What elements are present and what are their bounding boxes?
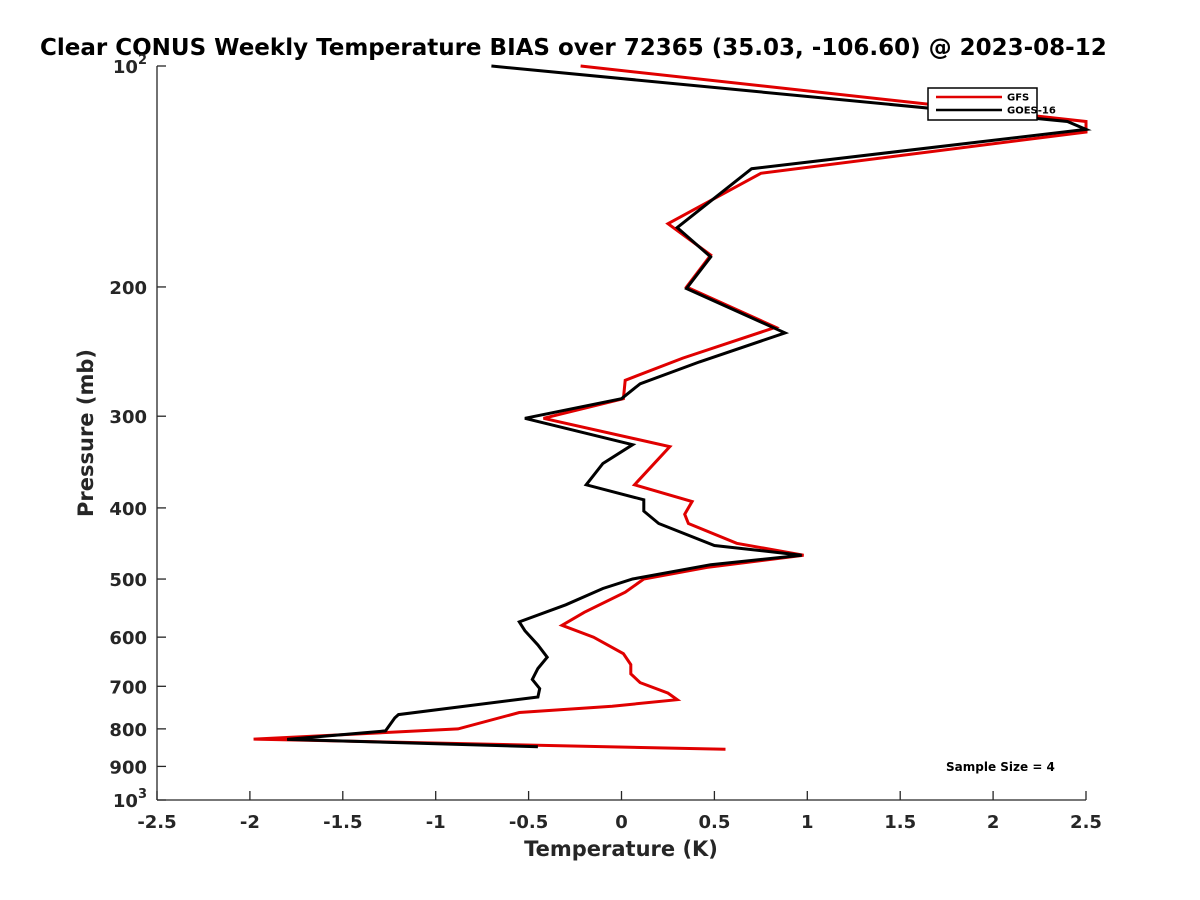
chart-title: Clear CONUS Weekly Temperature BIAS over… [40, 35, 1107, 61]
sample-size-annotation: Sample Size = 4 [946, 760, 1055, 774]
legend-box [927, 87, 1038, 121]
axes-layer: -2.5 -2 -1.5 -1 -0.5 0 0.5 1 1.5 2 2.5 102 200 300 400… [109, 53, 1102, 833]
series-line-gfs [253, 64, 1088, 751]
y-axis-label: Pressure (mb) [74, 349, 98, 517]
y-tick-label: 500 [109, 570, 147, 591]
x-tick-label: 1.5 [884, 812, 916, 833]
legend-entry: GFS [1007, 93, 1029, 104]
y-tick-label: 102 [113, 53, 147, 78]
x-tick-label: 2.5 [1070, 812, 1102, 833]
x-tick-label: 1 [801, 812, 814, 833]
x-tick-label: 0 [615, 812, 628, 833]
x-tick-label: -0.5 [509, 812, 548, 833]
legend: GFS GOES-16 [927, 87, 1056, 121]
y-tick-label: 103 [113, 787, 147, 812]
y-tick-label: 400 [109, 499, 147, 520]
x-tick-label: 0.5 [698, 812, 730, 833]
x-tick-label: 2 [987, 812, 1000, 833]
x-tick-label: -1.5 [323, 812, 362, 833]
series-line-goes-16 [286, 64, 1092, 749]
y-tick-label: 900 [109, 757, 147, 778]
y-tick-label: 300 [109, 407, 147, 428]
x-axis-label: Temperature (K) [524, 837, 718, 861]
y-tick-label: 700 [109, 677, 147, 698]
x-tick-label: -2.5 [137, 812, 176, 833]
series-layer [253, 64, 1092, 751]
y-tick-label: 800 [109, 720, 147, 741]
x-tick-label: -1 [426, 812, 446, 833]
legend-entry: GOES-16 [1007, 106, 1056, 117]
x-tick-label: -2 [240, 812, 260, 833]
y-tick-label: 600 [109, 628, 147, 649]
y-tick-label: 200 [109, 278, 147, 299]
